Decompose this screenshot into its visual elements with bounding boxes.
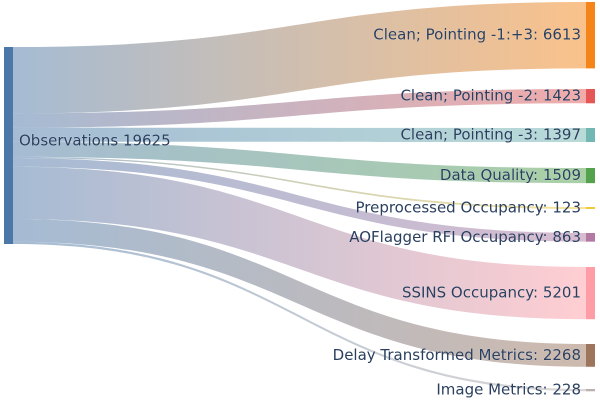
target-label-ssins-occupancy: SSINS Occupancy: 5201 — [402, 284, 581, 302]
target-label-data-quality: Data Quality: 1509 — [440, 166, 581, 184]
sankey-nodes — [4, 2, 595, 392]
target-node-clean-pointing-3[interactable] — [586, 128, 595, 143]
link-clean-pointing-2[interactable] — [13, 89, 586, 128]
link-ssins-occupancy[interactable] — [13, 166, 586, 320]
target-node-data-quality[interactable] — [586, 168, 595, 184]
target-label-delay-transformed-metrics: Delay Transformed Metrics: 2268 — [333, 346, 581, 364]
target-label-clean-pointing-1-3: Clean; Pointing -1:+3: 6613 — [373, 26, 581, 44]
sankey-labels: Observations 19625 Clean; Pointing -1:+3… — [19, 25, 582, 399]
target-label-image-metrics: Image Metrics: 228 — [436, 381, 581, 399]
link-image-metrics[interactable] — [13, 241, 586, 392]
target-node-clean-pointing-1-3[interactable] — [586, 2, 595, 69]
target-node-aoflagger-rfi-occupancy[interactable] — [586, 233, 595, 242]
target-node-ssins-occupancy[interactable] — [586, 267, 595, 320]
source-node-label: Observations 19625 — [19, 132, 171, 150]
target-label-aoflagger-rfi-occupancy: AOFlagger RFI Occupancy: 863 — [349, 228, 581, 246]
link-aoflagger-rfi-occupancy[interactable] — [13, 158, 586, 242]
target-node-delay-transformed-metrics[interactable] — [586, 344, 595, 367]
link-delay-transformed-metrics[interactable] — [13, 218, 586, 367]
source-node-observations[interactable] — [4, 47, 13, 244]
link-preprocessed-occupancy[interactable] — [13, 156, 586, 209]
link-clean-pointing-1-3[interactable] — [13, 2, 586, 114]
sankey-links — [13, 2, 586, 392]
target-node-preprocessed-occupancy[interactable] — [586, 207, 595, 209]
target-label-clean-pointing-3: Clean; Pointing -3: 1397 — [400, 126, 581, 144]
target-label-clean-pointing-2: Clean; Pointing -2: 1423 — [400, 87, 581, 105]
link-clean-pointing-3[interactable] — [13, 127, 586, 143]
target-node-image-metrics[interactable] — [586, 389, 595, 392]
target-node-clean-pointing-2[interactable] — [586, 89, 595, 104]
link-data-quality[interactable] — [13, 141, 586, 184]
target-label-preprocessed-occupancy: Preprocessed Occupancy: 123 — [355, 199, 581, 217]
